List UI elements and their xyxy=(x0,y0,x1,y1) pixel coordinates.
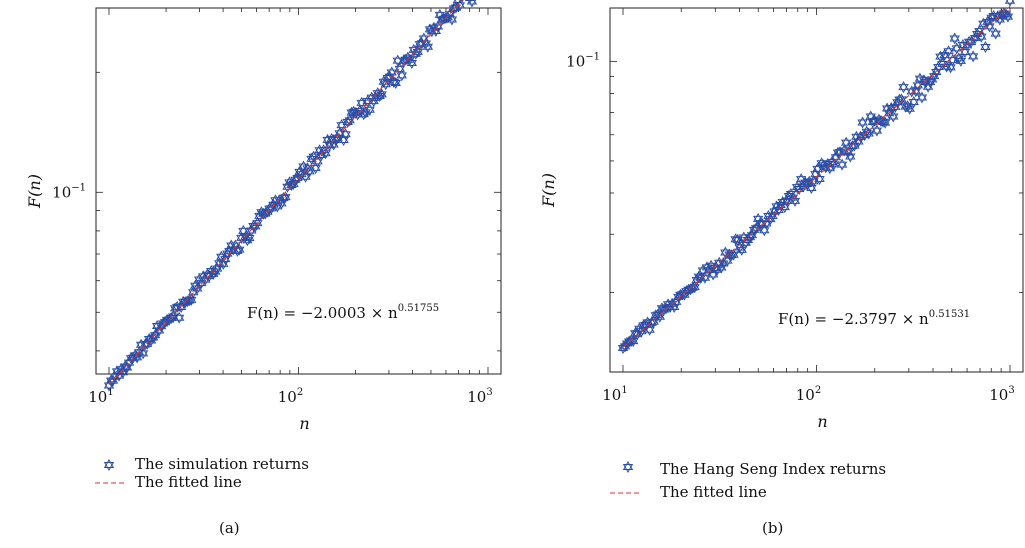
data-point-a xyxy=(396,69,407,82)
data-point-b xyxy=(857,116,868,129)
y-axis-label-a: F(n) xyxy=(25,174,44,209)
x-axis-label-a: n xyxy=(299,414,309,433)
data-point-b xyxy=(955,54,967,67)
data-point-b xyxy=(990,27,1001,40)
data-point-b xyxy=(949,32,960,45)
data-point-a xyxy=(446,13,458,26)
data-point-b xyxy=(967,50,979,63)
data-point-a xyxy=(234,243,245,256)
legend-b-series-label: The Hang Seng Index returns xyxy=(660,460,887,478)
x-tick-label-b: 103 xyxy=(989,385,1014,404)
data-point-b xyxy=(908,95,919,109)
data-point-a xyxy=(244,231,255,244)
data-point-a xyxy=(422,40,434,53)
data-point-a xyxy=(298,160,309,173)
y-tick-label-a: 10−1 xyxy=(52,182,86,201)
fitted-line-a xyxy=(108,0,464,386)
data-point-b xyxy=(1004,0,1016,7)
legend-a-line-symbol xyxy=(95,482,125,484)
data-point-a xyxy=(390,76,401,90)
caption-b: (b) xyxy=(762,519,784,537)
data-point-b xyxy=(904,102,915,115)
x-axis-label-b: n xyxy=(817,412,827,431)
data-point-a xyxy=(242,234,253,247)
data-point-b xyxy=(879,116,891,129)
legend-b-marker-glyph xyxy=(622,460,634,474)
data-point-b xyxy=(916,91,928,104)
fitted-line-b xyxy=(622,5,1011,348)
data-point-b xyxy=(976,30,987,43)
data-point-b xyxy=(943,45,954,58)
data-point-b xyxy=(789,194,801,207)
data-point-b xyxy=(1002,10,1014,23)
data-point-a xyxy=(173,311,185,324)
legend-a: The simulation returns The fitted line xyxy=(95,455,395,505)
data-point-a xyxy=(454,0,466,12)
data-point-b xyxy=(888,110,899,123)
x-tick-label-b: 101 xyxy=(602,385,627,404)
legend-a-marker-glyph xyxy=(103,458,115,472)
data-point-b xyxy=(845,150,856,163)
data-point-a xyxy=(412,45,424,58)
legend-a-series-label: The simulation returns xyxy=(135,455,309,473)
plot-b: 101 102 103 10−1 n F(n) F(n) = −2.3797 × n0.51… xyxy=(539,0,1024,431)
data-point-a xyxy=(386,66,397,79)
data-point-b xyxy=(898,81,909,94)
data-point-b xyxy=(836,158,848,171)
legend-b-line-symbol xyxy=(610,492,640,494)
data-point-a xyxy=(280,191,291,204)
data-point-a xyxy=(147,331,159,344)
data-point-a xyxy=(137,347,149,360)
legend-a-marker-symbol xyxy=(103,458,115,472)
data-point-a xyxy=(252,217,263,230)
x-tick-label-b: 102 xyxy=(796,385,821,404)
legend-b-fit-label: The fitted line xyxy=(660,483,767,501)
data-point-a xyxy=(186,293,197,306)
fit-equation-b: F(n) = −2.3797 × n0.51531 xyxy=(778,309,970,328)
data-point-b xyxy=(1000,8,1012,21)
data-point-b xyxy=(736,243,747,256)
x-tick-label-a: 103 xyxy=(467,387,492,406)
x-tick-label-a: 102 xyxy=(278,387,303,406)
data-point-b xyxy=(953,52,965,65)
data-point-b xyxy=(945,61,956,74)
data-point-a xyxy=(364,103,375,116)
data-point-a xyxy=(376,88,387,101)
data-point-a xyxy=(432,20,444,33)
data-point-b xyxy=(871,124,883,137)
legend-b: The Hang Seng Index returns The fitted l… xyxy=(610,457,940,507)
data-point-b xyxy=(980,40,991,53)
legend-a-fit-label: The fitted line xyxy=(135,473,242,491)
data-point-a xyxy=(406,57,417,70)
y-axis-label-b: F(n) xyxy=(539,173,558,208)
data-point-b xyxy=(652,308,664,321)
data-point-b xyxy=(728,248,739,261)
y-tick-label-b: 10−1 xyxy=(566,51,600,70)
data-point-b xyxy=(814,173,825,186)
data-point-a xyxy=(330,134,341,147)
data-point-a xyxy=(466,0,478,8)
caption-a: (a) xyxy=(219,519,240,537)
legend-b-marker-symbol xyxy=(622,460,634,474)
fit-equation-a: F(n) = −2.0003 × n0.51755 xyxy=(247,303,439,322)
data-point-a xyxy=(340,128,351,141)
